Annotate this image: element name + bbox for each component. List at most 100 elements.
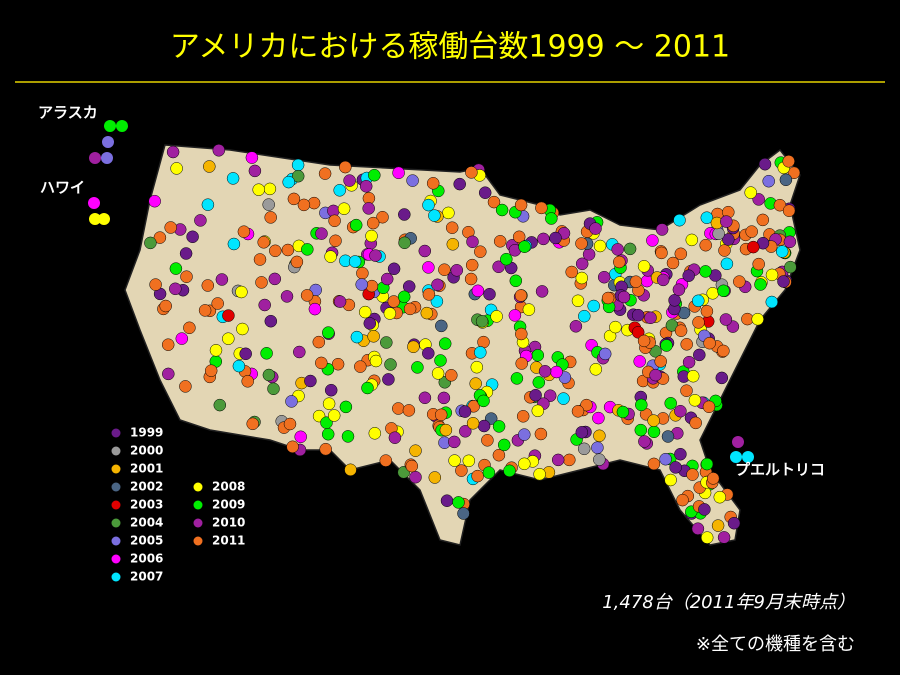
site-dot (363, 317, 377, 330)
site-dot (537, 232, 550, 246)
site-dot (320, 416, 333, 429)
site-dot (398, 236, 411, 250)
site-dot (550, 365, 563, 379)
site-dot (509, 274, 523, 288)
site-dot (674, 447, 687, 461)
site-dot (452, 496, 465, 509)
site-dot (515, 327, 528, 341)
site-dot (89, 213, 101, 225)
site-dot (153, 231, 167, 244)
legend-swatch (111, 572, 121, 582)
site-dot (466, 417, 480, 430)
legend-swatch (111, 446, 121, 456)
legend-label: 2001 (130, 462, 163, 476)
site-dot (322, 397, 336, 410)
site-dot (477, 394, 490, 408)
site-dot (287, 192, 301, 206)
site-dot (293, 345, 306, 359)
site-dot (706, 472, 720, 485)
site-dot (686, 369, 700, 383)
site-dot (227, 237, 241, 251)
site-dot (246, 417, 259, 431)
site-dot (732, 436, 744, 448)
site-dot (236, 322, 249, 336)
site-dot (179, 247, 193, 260)
site-dot (752, 257, 765, 271)
site-dot (531, 404, 545, 418)
site-dot (383, 307, 397, 320)
site-dot (203, 160, 216, 173)
site-dot (324, 250, 337, 263)
site-dot (580, 398, 593, 412)
site-dot (438, 263, 451, 276)
site-dot (387, 262, 401, 276)
site-dot (418, 244, 432, 258)
site-dot (637, 260, 651, 273)
site-dot (782, 155, 795, 168)
site-dot (322, 326, 335, 339)
site-dot (557, 392, 570, 405)
site-dot (775, 245, 789, 258)
site-dot (747, 240, 760, 254)
site-dot (263, 182, 277, 196)
site-dot (365, 229, 378, 243)
site-dot (773, 198, 787, 212)
site-dot (717, 344, 730, 358)
site-dot (465, 258, 479, 272)
site-dot (514, 198, 528, 212)
site-dot (337, 202, 351, 215)
site-dot (362, 202, 375, 215)
site-dot (483, 287, 496, 301)
site-dot (431, 367, 445, 380)
legend-swatch (111, 464, 121, 474)
site-dot (237, 225, 251, 238)
site-dot (514, 289, 528, 302)
site-dot (212, 144, 226, 157)
legend-label: 2000 (130, 444, 163, 458)
site-dot (719, 313, 733, 326)
legend-label: 2003 (130, 498, 163, 512)
legend-label: 2009 (212, 498, 245, 512)
site-dot (503, 464, 516, 478)
site-dot (518, 240, 531, 253)
site-dot (367, 330, 380, 343)
site-dot (661, 430, 675, 443)
site-dot (319, 442, 332, 456)
title: アメリカにおける稼働台数1999 ～ 2011 (170, 30, 730, 65)
site-dot (98, 213, 110, 225)
site-dot (437, 391, 451, 405)
site-dot (198, 304, 212, 317)
legend-swatch (111, 518, 121, 528)
site-dot (226, 172, 240, 185)
site-dot (290, 255, 304, 269)
site-dot (575, 237, 588, 250)
site-dot (368, 427, 382, 440)
site-dot (656, 273, 670, 287)
site-dot (355, 278, 368, 291)
site-dot (666, 256, 680, 270)
site-dot (333, 295, 347, 308)
site-dot (589, 363, 603, 376)
site-dot (637, 334, 651, 348)
site-dot (563, 453, 576, 467)
site-dot (102, 136, 114, 148)
site-dot (341, 430, 355, 443)
site-dot (402, 280, 416, 293)
site-dot (752, 193, 765, 206)
site-dot (264, 211, 277, 224)
legend-label: 2011 (212, 534, 245, 548)
site-dot (711, 519, 725, 532)
site-dot (149, 278, 162, 291)
site-dot (180, 270, 193, 283)
site-dot (422, 261, 435, 274)
site-dot (359, 180, 373, 193)
site-dot (529, 388, 542, 402)
site-dot (515, 357, 528, 370)
site-dot (402, 404, 416, 417)
site-dot (458, 405, 472, 418)
site-dot (700, 457, 714, 471)
site-dot (380, 272, 394, 286)
site-dot (350, 330, 364, 344)
site-dot (490, 310, 503, 323)
site-dot (647, 414, 660, 427)
